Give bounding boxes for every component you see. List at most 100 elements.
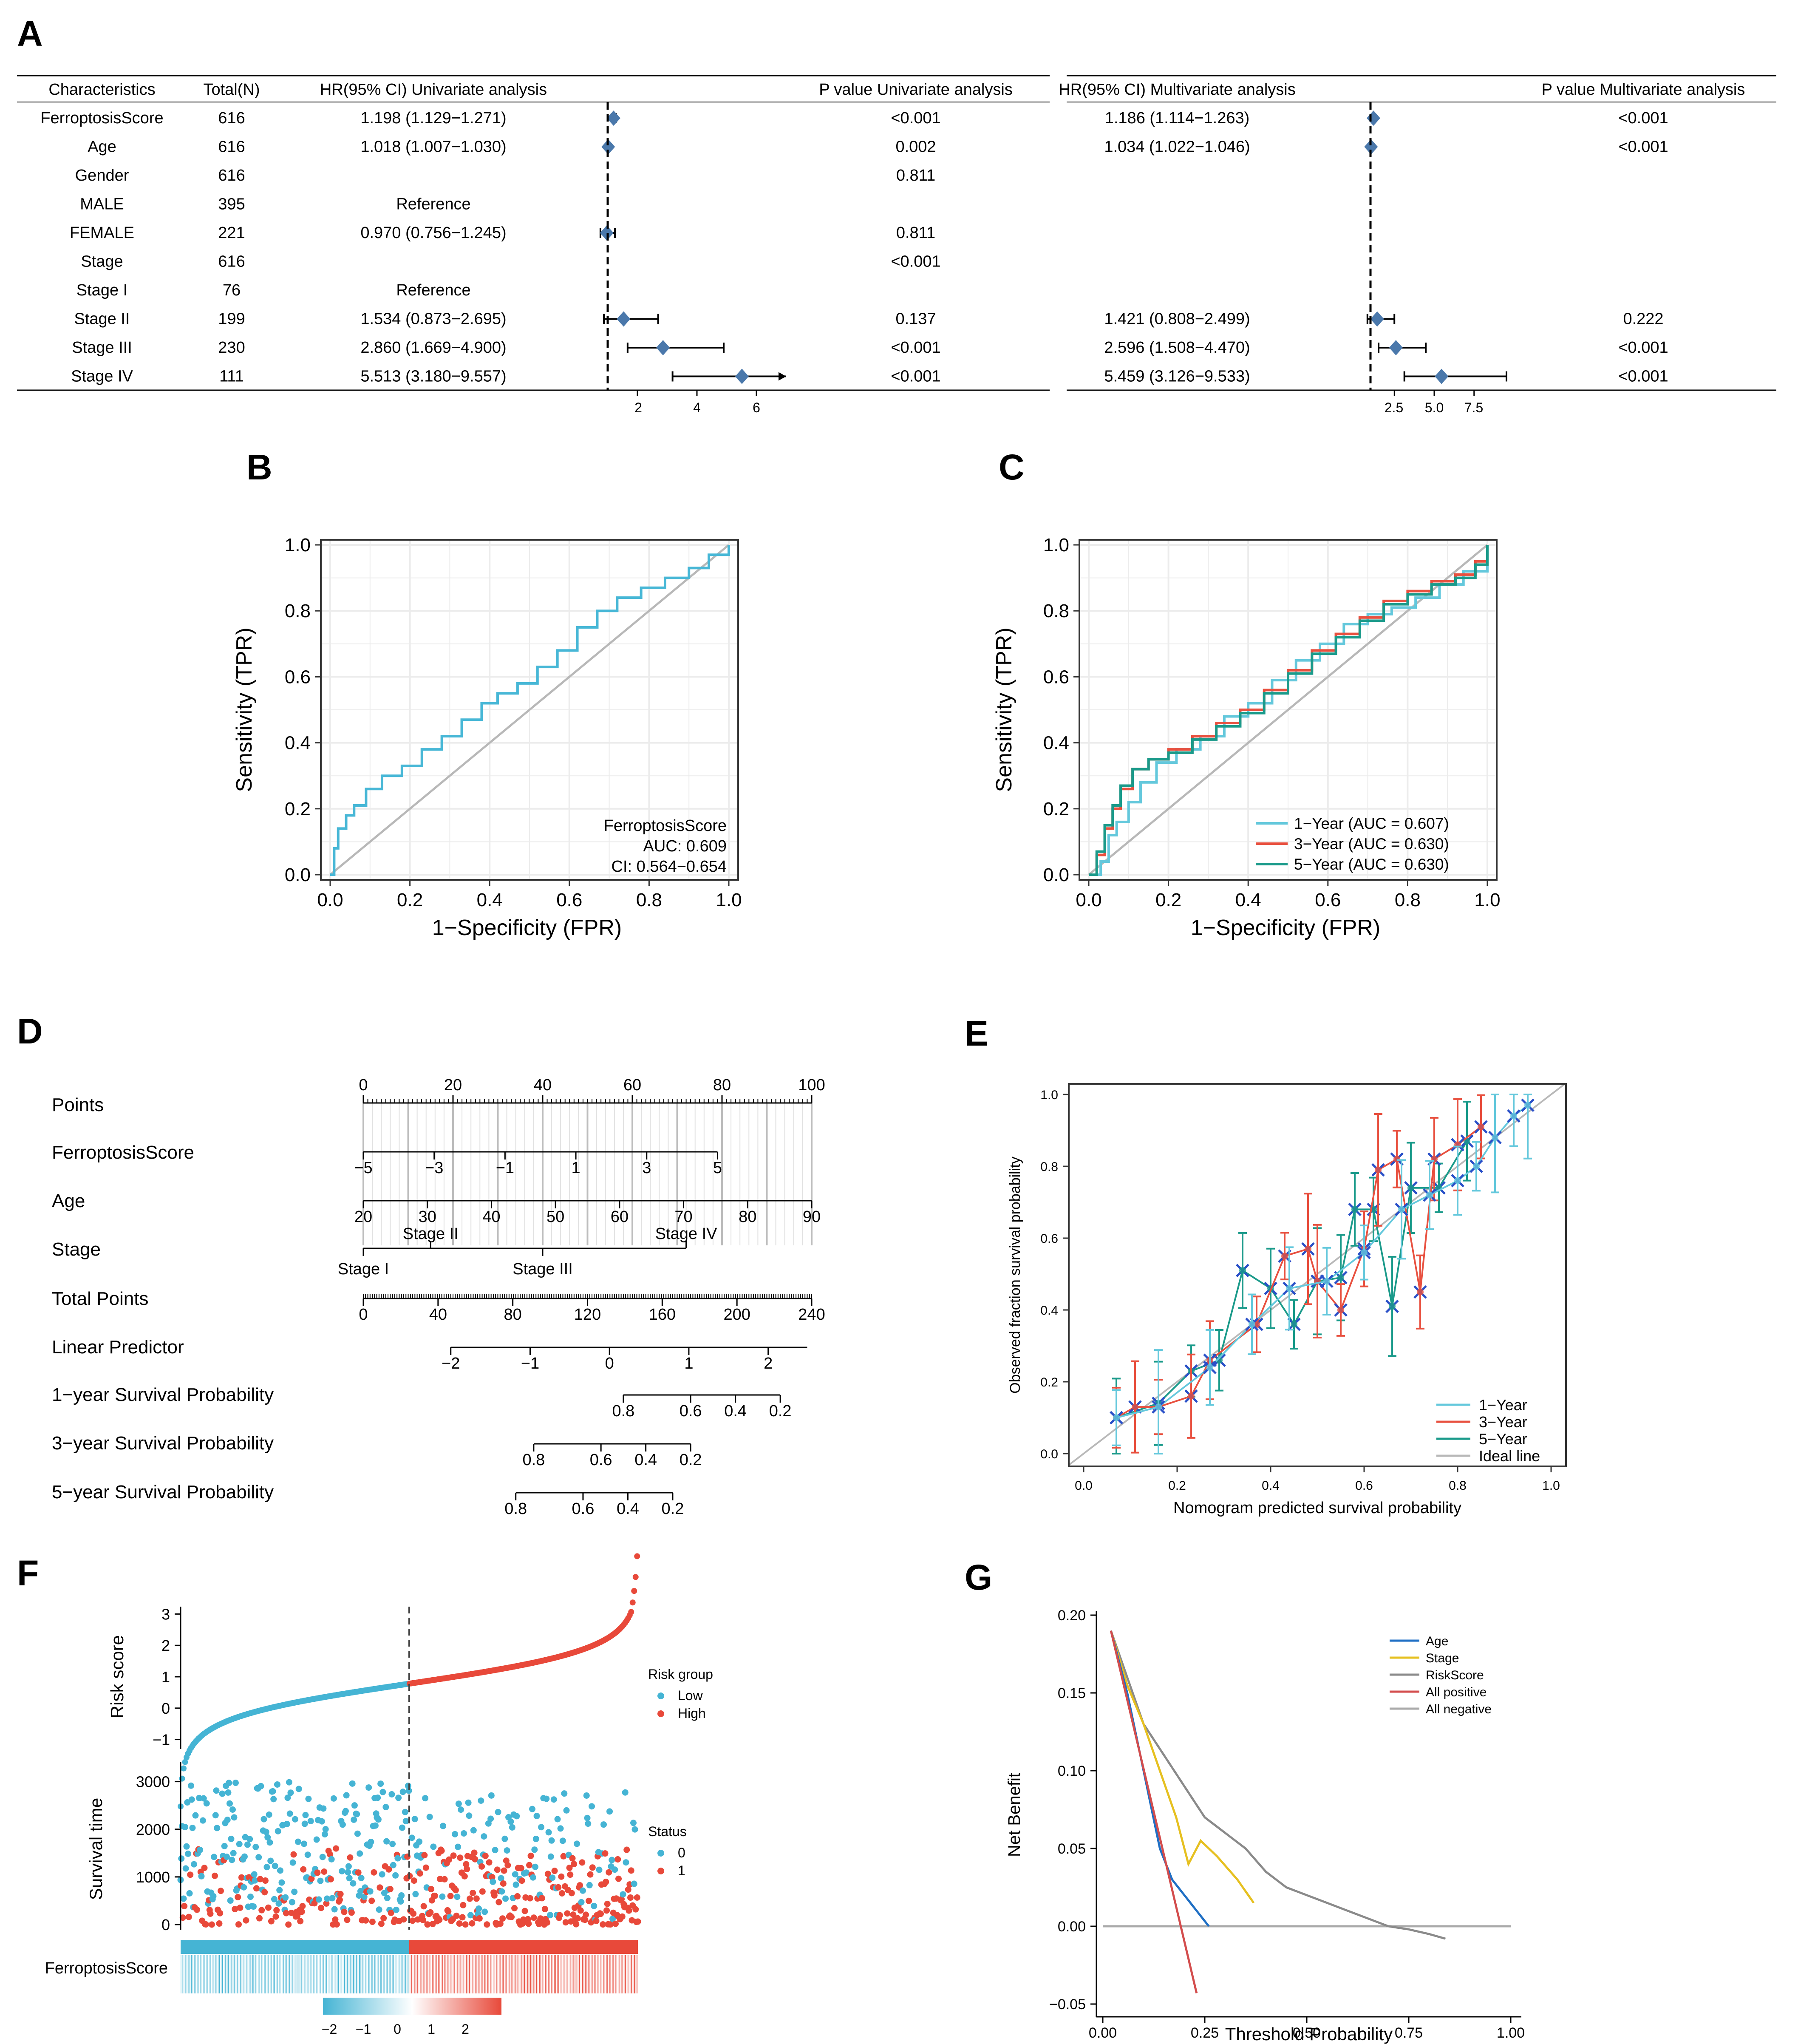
y-tick-label: 0.4 [1043,733,1069,754]
survival-point [286,1810,293,1817]
status-legend-1-dot [657,1868,664,1874]
survival-point [527,1895,533,1902]
roc-b-legend-auc: AUC: 0.609 [643,837,727,855]
heatmap-stripe [216,1955,217,1993]
survival-point [538,1895,545,1902]
y-tick-label: 1.0 [1040,1088,1058,1102]
risk-legend-title: Risk group [648,1667,713,1682]
heatmap-stripe [313,1955,314,1993]
y-tick-label: −1 [153,1731,170,1749]
heatmap-stripe [497,1955,498,1993]
nomogram-tick-label: 0 [359,1306,368,1324]
heatmap-stripe [438,1955,439,1993]
y-tick-label: 3 [161,1605,170,1623]
x-tick-label: 0.25 [1191,2025,1219,2041]
survival-point [591,1902,597,1909]
nomogram-tick-label: 70 [674,1208,692,1226]
heatmap-stripe [601,1955,603,1993]
survival-point [252,1843,259,1850]
row-univariate-hr: 0.970 (0.756−1.245) [360,224,506,242]
survival-point [405,1787,412,1794]
multivariate-hr-diamond [1370,311,1384,327]
row-characteristic: Stage I [76,281,127,299]
survival-point [241,1853,248,1860]
survival-point [181,1824,188,1831]
survival-point [189,1825,196,1831]
survival-point [607,1921,614,1928]
survival-point [342,1808,349,1814]
heatmap-stripe [628,1955,629,1993]
heatmap-stripe [478,1955,479,1993]
row-multivariate-p: <0.001 [1618,339,1668,357]
survival-point [558,1873,565,1880]
survival-point [618,1896,625,1902]
survival-point [514,1893,521,1899]
nomogram-tick-label: 30 [419,1208,436,1226]
survival-point [289,1859,296,1866]
survival-point [192,1812,199,1819]
roc-c-frame [1079,539,1498,881]
univariate-hr-diamond [617,311,631,327]
survival-point [263,1864,270,1871]
heatmap-stripe [357,1955,359,1993]
survival-point [600,1921,606,1928]
header-characteristics: Characteristics [48,81,155,99]
survival-point [499,1915,506,1922]
y-tick-label: 0.05 [1058,1841,1086,1857]
x-tick-label: 0.6 [1315,890,1341,910]
heatmap-stripe [307,1955,308,1993]
heatmap-stripe [345,1955,347,1993]
colorbar-tick: 1 [428,2021,435,2037]
survival-point [361,1894,368,1900]
survival-point [549,1874,556,1881]
survival-point [321,1868,328,1875]
survival-point [256,1915,263,1922]
heatmap-stripe [229,1955,231,1993]
heatmap-stripe [634,1955,635,1993]
x-tick-label: 1.00 [1497,2025,1525,2041]
nomogram-tick-label: 120 [574,1306,601,1324]
y-tick-label: 2000 [136,1821,170,1838]
survival-point [507,1818,514,1825]
calibration-line [1116,1104,1529,1419]
heatmap-stripe [501,1955,503,1993]
calibration-ticks: 0.0 0.0 0.2 0.2 0.4 0.4 0.6 0.6 0.8 0.8 1.0 1.0 [1040,1088,1560,1493]
survival-point [351,1816,357,1823]
row-characteristic: FEMALE [70,224,134,242]
row-characteristic: Stage II [74,310,130,328]
survival-point [453,1912,460,1919]
heatmap-stripe [466,1955,467,1993]
survival-point [258,1783,264,1789]
survival-point [445,1908,452,1915]
survival-point [187,1782,194,1789]
heatmap-stripe [197,1955,198,1993]
survival-point [452,1887,459,1894]
nomogram-tick-label: 0.6 [590,1451,612,1469]
heatmap-stripe [338,1955,339,1993]
survival-point [210,1893,217,1899]
survival-point [375,1816,382,1823]
survival-point [282,1894,289,1901]
legend-label-5year: 5−Year (AUC = 0.630) [1294,856,1449,873]
legend-label-allnegative: All negative [1426,1702,1492,1716]
survival-point [285,1921,292,1928]
survival-point [541,1906,548,1913]
heatmap-stripe [350,1955,351,1993]
survival-point [469,1920,476,1927]
survival-point [597,1911,604,1917]
survival-point [198,1873,205,1880]
nomogram-tick-label: 80 [504,1306,522,1324]
survival-point [476,1905,482,1912]
survival-point [231,1814,238,1821]
nomogram-tick-label: 0.6 [680,1402,702,1420]
survival-point [261,1889,268,1896]
survival-point [298,1908,305,1915]
heatmap-stripe [551,1955,552,1993]
row-univariate-hr: 1.018 (1.007−1.030) [360,138,506,156]
survival-point [430,1843,437,1850]
survival-point [264,1834,271,1841]
calibration-point [1426,1191,1433,1199]
nomogram-tick-label: 0.8 [504,1500,527,1518]
heatmap-stripe [469,1955,470,1993]
row-characteristic: MALE [80,196,124,213]
